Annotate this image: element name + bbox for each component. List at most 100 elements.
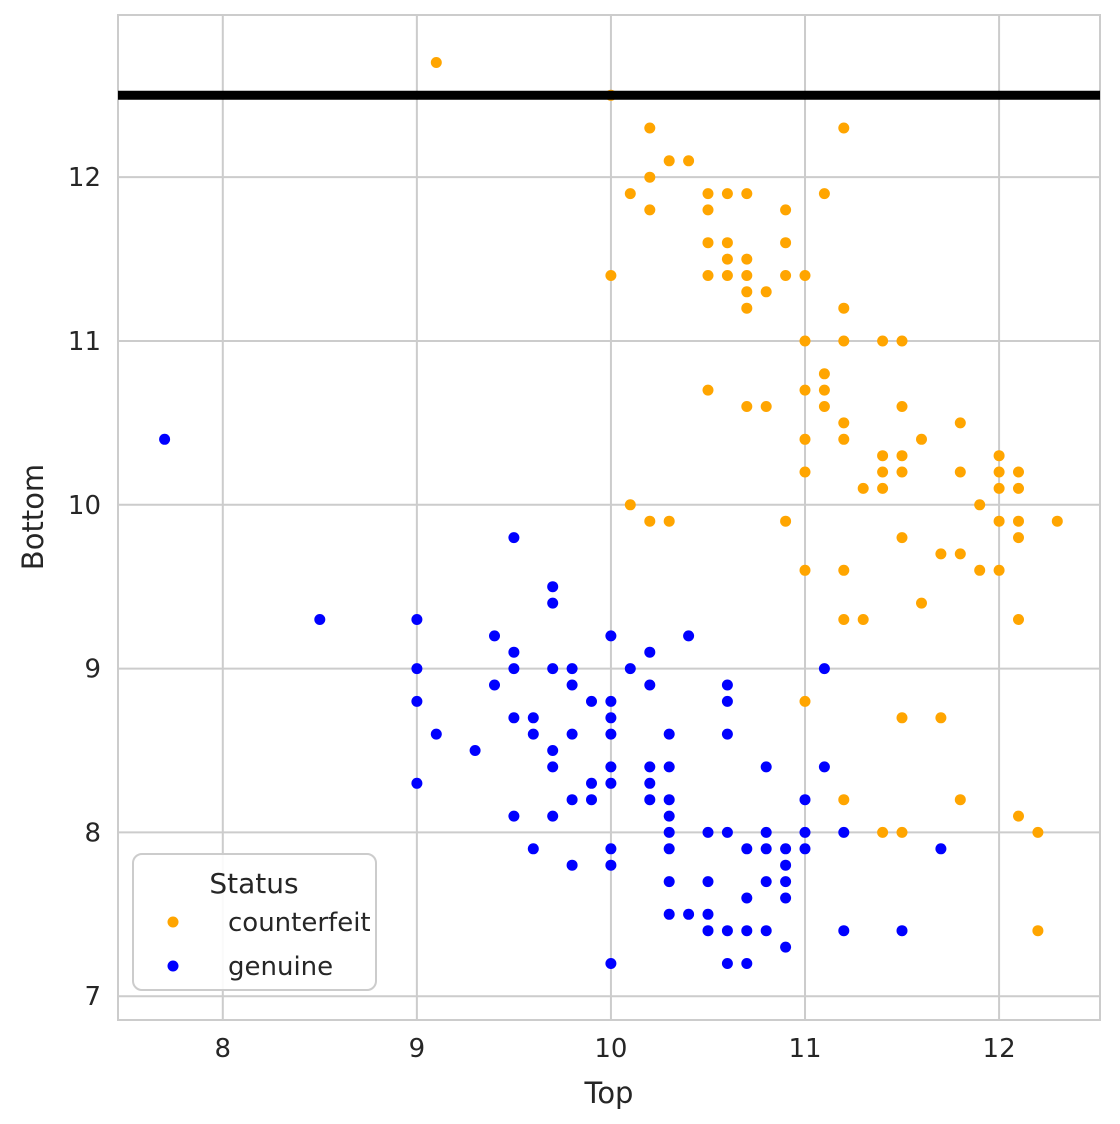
data-point: [838, 794, 850, 806]
data-point: [683, 155, 695, 167]
data-point: [838, 335, 850, 347]
data-point: [644, 515, 656, 527]
data-point: [916, 433, 927, 445]
data-point: [508, 663, 520, 675]
data-point: [644, 171, 656, 183]
data-point: [780, 941, 792, 953]
data-point: [896, 826, 908, 838]
data-point: [702, 237, 714, 249]
data-point: [663, 826, 675, 838]
data-point: [605, 270, 617, 281]
data-point: [644, 761, 656, 773]
y-tick-label: 9: [84, 655, 101, 685]
data-point: [799, 843, 811, 855]
data-point: [663, 515, 675, 527]
data-point: [702, 384, 714, 396]
data-point: [896, 450, 908, 462]
data-point: [741, 270, 753, 281]
data-point: [741, 843, 753, 855]
x-tick-label: 9: [409, 1034, 426, 1064]
data-point: [663, 155, 675, 167]
data-point: [527, 728, 539, 740]
data-point: [760, 843, 772, 855]
data-point: [993, 515, 1005, 527]
x-tick-label: 12: [983, 1034, 1016, 1064]
data-point: [605, 728, 617, 740]
legend-label-genuine: genuine: [228, 952, 333, 982]
data-point: [818, 368, 830, 380]
x-axis-label: Top: [584, 1076, 634, 1110]
data-point: [799, 564, 811, 576]
data-point: [780, 270, 792, 281]
data-point: [780, 204, 792, 216]
data-point: [993, 450, 1005, 462]
y-tick-label: 10: [68, 491, 101, 521]
data-point: [721, 237, 733, 249]
data-point: [644, 122, 656, 134]
series-genuine: [159, 433, 947, 969]
data-point: [896, 532, 908, 544]
data-point: [838, 925, 850, 937]
data-point: [683, 908, 695, 920]
data-point: [411, 614, 423, 625]
data-point: [1013, 810, 1024, 822]
data-point: [780, 892, 792, 904]
data-point: [644, 679, 656, 691]
data-point: [566, 794, 578, 806]
data-point: [838, 564, 850, 576]
data-point: [1051, 515, 1063, 527]
legend-marker-counterfeit-icon: [167, 916, 179, 928]
data-point: [877, 826, 889, 838]
data-point: [605, 630, 617, 642]
data-point: [741, 892, 753, 904]
data-point: [469, 745, 481, 756]
data-point: [683, 630, 695, 642]
data-point: [993, 482, 1005, 494]
data-point: [566, 679, 578, 691]
data-point: [818, 188, 830, 200]
data-point: [877, 450, 889, 462]
data-point: [838, 826, 850, 838]
data-point: [818, 761, 830, 773]
y-tick-label: 12: [68, 163, 101, 193]
data-point: [508, 646, 520, 658]
data-point: [721, 958, 733, 969]
data-point: [721, 925, 733, 937]
data-point: [605, 777, 617, 789]
data-point: [586, 695, 597, 707]
data-point: [624, 499, 636, 511]
data-point: [547, 761, 559, 773]
data-point: [663, 794, 675, 806]
data-point: [799, 270, 811, 281]
data-point: [1013, 532, 1024, 544]
series-counterfeit: [430, 57, 1063, 937]
data-point: [877, 335, 889, 347]
data-point: [780, 515, 792, 527]
data-point: [741, 253, 753, 265]
y-axis-label: Bottom: [16, 464, 50, 570]
data-point: [877, 466, 889, 478]
data-point: [605, 761, 617, 773]
data-point: [741, 925, 753, 937]
data-point: [896, 335, 908, 347]
data-point: [489, 630, 500, 642]
data-point: [721, 826, 733, 838]
data-point: [1032, 826, 1044, 838]
legend: Status counterfeit genuine: [132, 853, 377, 991]
data-point: [1013, 614, 1024, 625]
data-point: [411, 777, 423, 789]
points-layer: [159, 57, 1063, 969]
data-point: [605, 958, 617, 969]
data-point: [741, 302, 753, 314]
x-tick-label: 10: [594, 1034, 627, 1064]
data-point: [954, 466, 966, 478]
data-point: [663, 728, 675, 740]
data-point: [954, 417, 966, 429]
data-point: [624, 188, 636, 200]
data-point: [799, 695, 811, 707]
data-point: [974, 499, 986, 511]
data-point: [644, 646, 656, 658]
data-point: [702, 908, 714, 920]
y-tick-label: 7: [84, 982, 101, 1012]
